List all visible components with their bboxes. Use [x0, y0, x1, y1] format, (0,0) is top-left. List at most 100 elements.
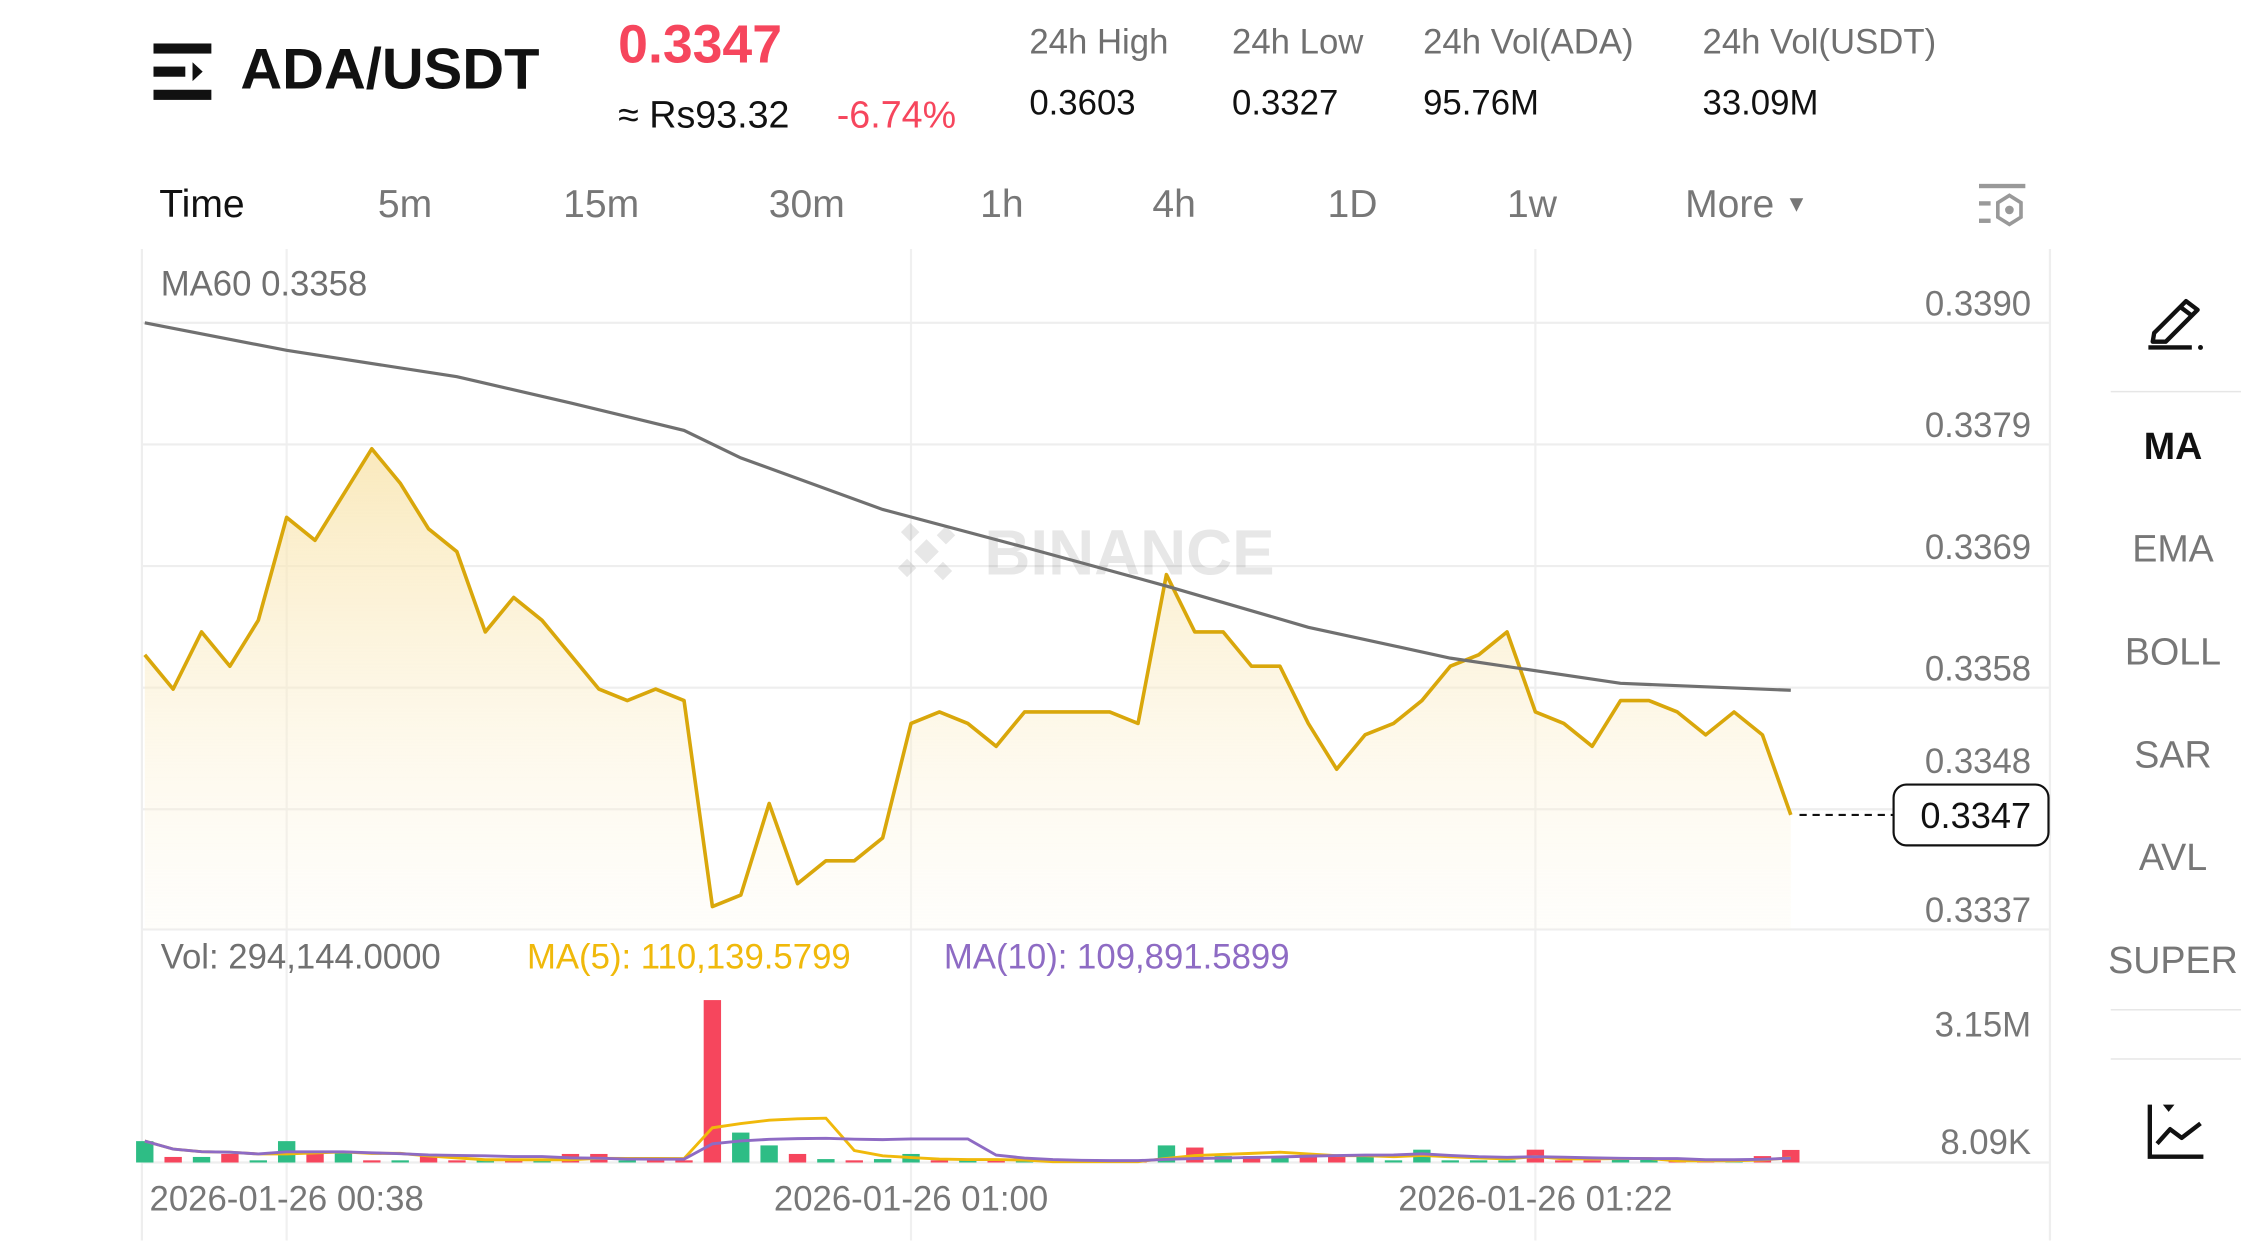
- divider: [2110, 390, 2241, 393]
- volume-bar: [533, 1160, 551, 1163]
- tab-1d[interactable]: 1D: [1327, 182, 1378, 226]
- vol-legend: Vol: 294,144.0000: [161, 939, 441, 977]
- volume-bar: [1469, 1160, 1488, 1163]
- y-tick-label: 0.3337: [1925, 892, 2031, 930]
- indicator-avl[interactable]: AVL: [2138, 835, 2208, 879]
- line-chart-icon[interactable]: [2145, 1100, 2206, 1168]
- volume-bar: [1583, 1160, 1601, 1163]
- volume-tick-label: 8.09K: [1940, 1124, 2031, 1162]
- y-tick-label: 0.3358: [1925, 650, 2031, 688]
- volume-bar: [760, 1145, 778, 1163]
- volume-bar: [1384, 1160, 1403, 1163]
- price-line: [143, 446, 1793, 909]
- ma5-legend: MA(5): 110,139.5799: [527, 939, 851, 977]
- volume-legend: Vol: 294,144.0000 MA(5): 110,139.5799 MA…: [161, 939, 1290, 977]
- menu-arrow-icon[interactable]: [153, 43, 214, 101]
- volume-bar: [646, 1160, 665, 1163]
- y-tick-label: 0.3390: [1925, 286, 2031, 324]
- pencil-icon[interactable]: [2145, 290, 2206, 358]
- tab-15m[interactable]: 15m: [563, 182, 640, 226]
- volume-bar: [306, 1151, 324, 1163]
- stat-value: 0.3327: [1231, 83, 1339, 124]
- volume-bar: [1441, 1160, 1459, 1163]
- current-price-box: [1892, 783, 2050, 847]
- tab-time[interactable]: Time: [159, 182, 245, 226]
- chart-settings-icon[interactable]: [1976, 182, 2028, 238]
- volume-bar: [476, 1160, 495, 1163]
- watermark-text: BINANCE: [984, 518, 1274, 589]
- volume-bar: [164, 1156, 182, 1163]
- volume-bar: [930, 1160, 949, 1163]
- y-tick-label: 0.3348: [1925, 743, 2031, 781]
- volume-bar: [192, 1156, 211, 1163]
- volume-bar: [249, 1160, 267, 1163]
- fiat-price: ≈ Rs93.32: [618, 92, 790, 137]
- volume-bar: [817, 1159, 835, 1163]
- volume-bar: [1328, 1156, 1346, 1163]
- indicator-ma[interactable]: MA: [2143, 424, 2203, 468]
- stat-24h-vol-usdt: 24h Vol(USDT) 33.09M: [1702, 23, 1936, 124]
- volume-bar: [675, 1160, 693, 1163]
- indicator-boll[interactable]: BOLL: [2124, 629, 2222, 674]
- volume-bar: [136, 1141, 154, 1163]
- stat-label: 24h Vol(ADA): [1423, 23, 1634, 63]
- volume-bar: [1555, 1160, 1573, 1163]
- volume-bar: [1640, 1159, 1658, 1163]
- tab-more-label: More: [1685, 182, 1775, 226]
- stat-label: 24h High: [1029, 23, 1169, 63]
- stat-value: 0.3603: [1029, 83, 1136, 124]
- ma60-line: [144, 321, 1791, 692]
- divider: [2110, 1009, 2241, 1011]
- tab-30m[interactable]: 30m: [768, 182, 845, 226]
- stat-label: 24h Low: [1231, 23, 1364, 63]
- volume-bar: [1271, 1156, 1289, 1163]
- indicator-sar[interactable]: SAR: [2134, 732, 2212, 776]
- volume-bar: [391, 1160, 409, 1163]
- indicator-ema[interactable]: EMA: [2132, 526, 2214, 571]
- tab-1h[interactable]: 1h: [980, 182, 1024, 226]
- change-percent: -6.74%: [836, 92, 957, 137]
- volume-ma10-line: [144, 1136, 1791, 1163]
- stat-24h-vol-ada: 24h Vol(ADA) 95.76M: [1423, 23, 1634, 124]
- stat-label: 24h Vol(USDT): [1702, 23, 1937, 63]
- volume-bar: [732, 1132, 750, 1163]
- volume-bar: [788, 1153, 807, 1163]
- stat-24h-high: 24h High 0.3603: [1029, 23, 1168, 124]
- volume-bar: [221, 1153, 239, 1163]
- volume-bar: [448, 1160, 466, 1163]
- price-area: [144, 448, 1791, 930]
- volume-bar: [1782, 1149, 1800, 1163]
- ma60-legend: MA60 0.3358: [161, 265, 368, 303]
- volume-bar: [1356, 1156, 1374, 1163]
- volume-bar: [618, 1160, 636, 1163]
- volume-bar: [363, 1160, 381, 1163]
- x-tick-label: 2026-01-26 01:22: [1398, 1180, 1672, 1218]
- volume-bar: [987, 1160, 1005, 1163]
- binance-watermark: BINANCE: [897, 518, 1275, 589]
- volume-bar: [873, 1159, 892, 1163]
- x-tick-label: 2026-01-26 01:00: [774, 1180, 1048, 1218]
- volume-bar: [845, 1160, 863, 1163]
- divider: [2110, 1058, 2241, 1060]
- volume-bar: [1611, 1159, 1630, 1163]
- x-tick-label: 2026-01-26 00:38: [150, 1180, 424, 1218]
- volume-tick-label: 3.15M: [1935, 1007, 2032, 1045]
- caret-down-icon: ▼: [1785, 192, 1808, 218]
- stat-24h-low: 24h Low 0.3327: [1232, 23, 1363, 124]
- stat-value: 95.76M: [1423, 83, 1539, 124]
- tab-5m[interactable]: 5m: [377, 182, 433, 226]
- volume-bar: [505, 1160, 523, 1163]
- volume-bar: [1299, 1153, 1318, 1163]
- current-price-label: 0.3347: [1920, 795, 2031, 836]
- pair-title[interactable]: ADA/USDT: [240, 37, 540, 102]
- volume-bar: [1498, 1160, 1516, 1163]
- volume-bar: [419, 1153, 438, 1163]
- stat-value: 33.09M: [1702, 83, 1819, 124]
- tab-more[interactable]: More ▼: [1685, 182, 1808, 227]
- tab-4h[interactable]: 4h: [1152, 182, 1196, 226]
- tab-1w[interactable]: 1w: [1507, 182, 1558, 226]
- last-price: 0.3347: [618, 14, 783, 74]
- indicator-super[interactable]: SUPER: [2108, 938, 2238, 982]
